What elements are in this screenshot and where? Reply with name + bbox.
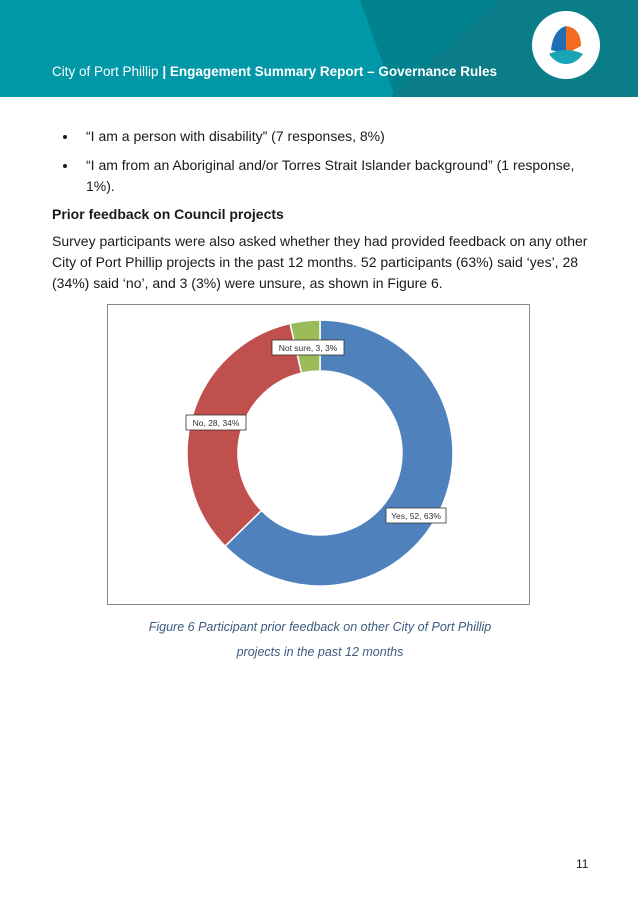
svg-text:Yes, 52, 63%: Yes, 52, 63% (391, 511, 441, 521)
header-separator: | (162, 64, 167, 79)
svg-text:Not sure, 3, 3%: Not sure, 3, 3% (279, 343, 338, 353)
page-header: City of Port Phillip | Engagement Summar… (0, 0, 638, 97)
section-heading: Prior feedback on Council projects (52, 206, 284, 222)
header-report-title: Engagement Summary Report – Governance R… (169, 64, 497, 79)
figure-caption: Figure 6 Participant prior feedback on o… (100, 615, 540, 665)
header-org: City of Port Phillip (52, 64, 159, 79)
donut-chart: Yes, 52, 63% No, 28, 34% Not sure, 3, 3% (185, 319, 454, 587)
header-title: City of Port Phillip | Engagement Summar… (52, 64, 522, 80)
bullet-item: “I am a person with disability” (7 respo… (78, 126, 592, 147)
donut-chart-frame: Yes, 52, 63% No, 28, 34% Not sure, 3, 3% (107, 304, 530, 605)
donut-slice-no (186, 322, 303, 548)
page-content: “I am a person with disability” (7 respo… (52, 126, 592, 665)
caption-line-2: projects in the past 12 months (236, 645, 404, 659)
city-of-port-phillip-logo (532, 11, 600, 79)
bullet-item: “I am from an Aboriginal and/or Torres S… (78, 155, 592, 197)
data-label-no: No, 28, 34% (185, 414, 247, 431)
svg-text:No, 28, 34%: No, 28, 34% (193, 418, 240, 428)
page-number: 11 (576, 857, 589, 871)
data-label-yes: Yes, 52, 63% (385, 507, 447, 524)
body-paragraph: Survey participants were also asked whet… (52, 233, 588, 291)
data-label-not-sure: Not sure, 3, 3% (271, 339, 345, 356)
caption-line-1: Figure 6 Participant prior feedback on o… (148, 620, 492, 634)
bullet-list: “I am a person with disability” (7 respo… (52, 126, 592, 197)
